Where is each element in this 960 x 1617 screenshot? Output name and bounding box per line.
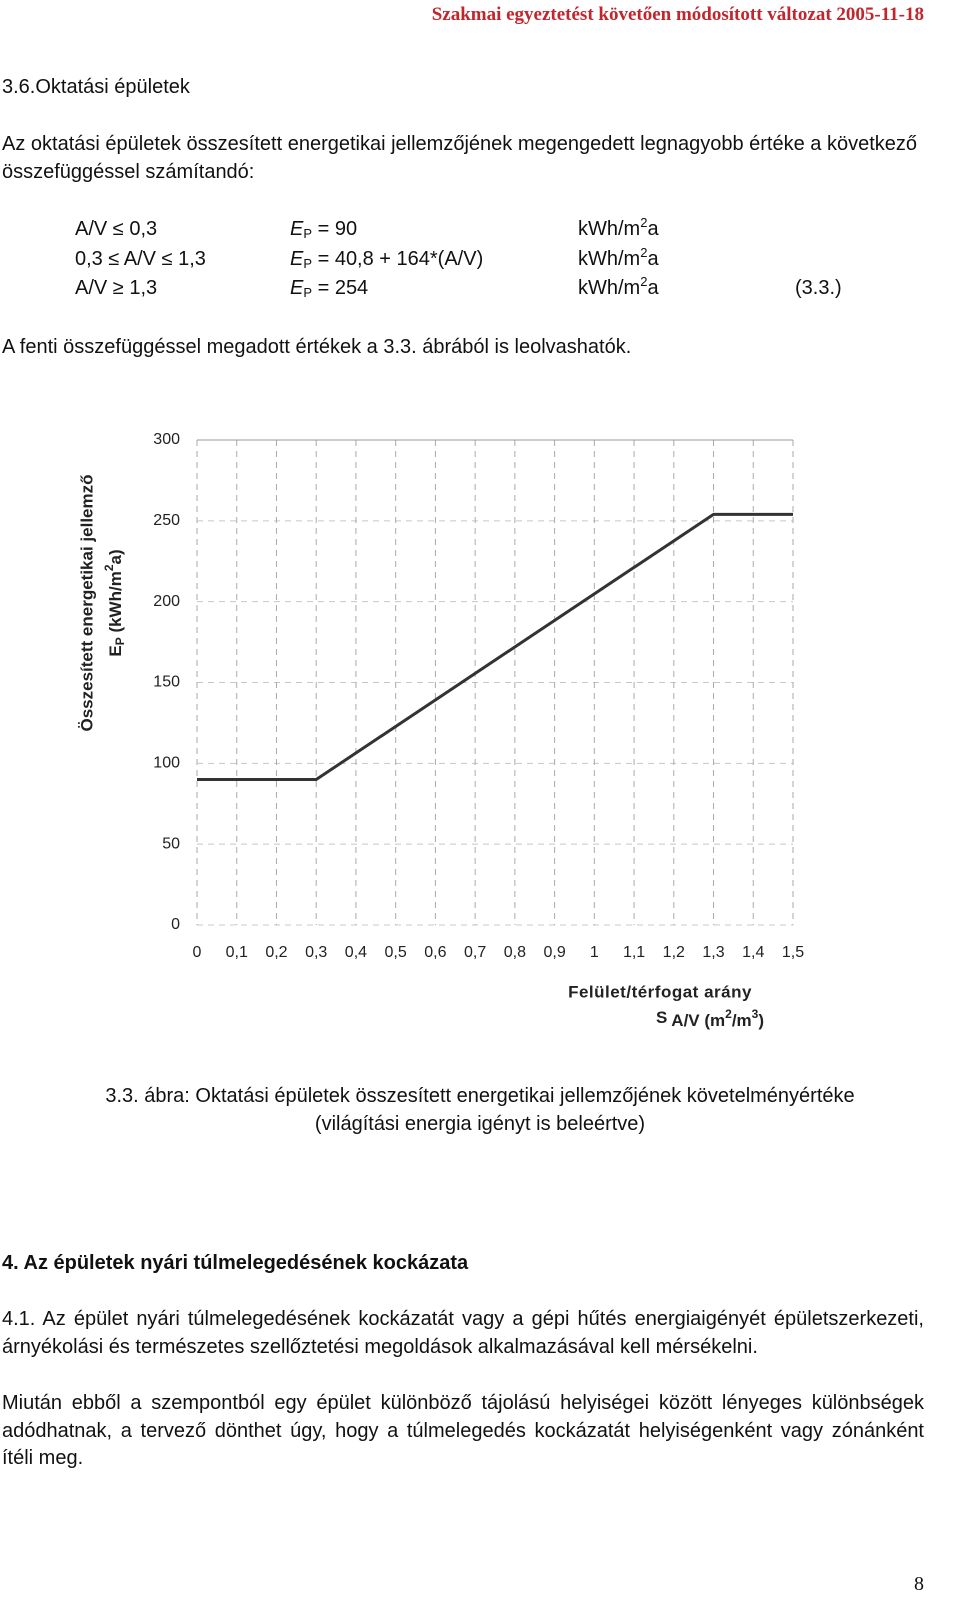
exp: 3 bbox=[752, 1007, 759, 1021]
y-tick-label: 150 bbox=[153, 674, 180, 691]
x-tick-label: 1,2 bbox=[663, 944, 685, 961]
x-tick-label: 0 bbox=[193, 944, 202, 961]
x-tick-label: 0,5 bbox=[385, 944, 407, 961]
rhs: = 40,8 + 164*(A/V) bbox=[317, 248, 484, 270]
unit: kWh/m2a bbox=[578, 274, 659, 300]
x-tick-label: 0,9 bbox=[543, 944, 565, 961]
unit-mid: /m bbox=[732, 1011, 752, 1030]
condition: A/V ≥ 1,3 bbox=[75, 277, 158, 299]
unit-tail: a) bbox=[106, 549, 125, 564]
x-tick-label: 1,4 bbox=[742, 944, 764, 961]
section-title: 3.6.Oktatási épületek bbox=[2, 76, 190, 98]
unit-tail: a bbox=[647, 248, 659, 270]
unit: A/V (m bbox=[671, 1011, 725, 1030]
formula-row: 0,3 ≤ A/V ≤ 1,3 EP = 40,8 + 164*(A/V) kW… bbox=[0, 245, 960, 276]
x-tick-label: 1,3 bbox=[702, 944, 724, 961]
data-line bbox=[197, 512, 793, 781]
y-tick-label: 50 bbox=[162, 835, 180, 852]
symbol: E bbox=[106, 645, 125, 656]
unit-base: kWh/m bbox=[578, 277, 641, 299]
unit-tail: ) bbox=[758, 1011, 764, 1030]
formula-row: A/V ≤ 0,3 EP = 90 kWh/m2a bbox=[0, 215, 960, 246]
subscript: P bbox=[303, 226, 313, 241]
x-tick-label: 1,1 bbox=[623, 944, 645, 961]
expression: EP = 254 bbox=[290, 277, 368, 300]
unit-base: kWh/m bbox=[578, 248, 641, 270]
x-tick-label: 0,7 bbox=[464, 944, 486, 961]
x-tick-label: 0,2 bbox=[265, 944, 287, 961]
subscript: P bbox=[303, 285, 313, 300]
page-number: 8 bbox=[914, 1573, 924, 1595]
x-tick-label: 0,3 bbox=[305, 944, 327, 961]
unit-exp: 2 bbox=[640, 245, 648, 260]
x-tick-label: 1 bbox=[590, 944, 599, 961]
symbol: E bbox=[290, 277, 304, 299]
exp: 2 bbox=[725, 1007, 732, 1021]
y-tick-label: 100 bbox=[153, 755, 180, 772]
formula-row: A/V ≥ 1,3 EP = 254 kWh/m2a (3.3.) bbox=[0, 274, 960, 305]
figure-caption: 3.3. ábra: Oktatási épületek összesített… bbox=[0, 1082, 960, 1138]
subscript: P bbox=[303, 256, 313, 271]
unit: kWh/m2a bbox=[578, 245, 659, 271]
unit-exp: 2 bbox=[640, 274, 648, 289]
header-note: Szakmai egyeztetést követően módosított … bbox=[431, 4, 924, 25]
paragraph: 4.1. Az épület nyári túlmelegedésének ko… bbox=[2, 1308, 924, 1358]
condition: 0,3 ≤ A/V ≤ 1,3 bbox=[75, 248, 206, 270]
y-axis-label: Összesített energetikai jellemző bbox=[77, 475, 96, 732]
caption-line: 3.3. ábra: Oktatási épületek összesített… bbox=[105, 1085, 855, 1107]
chart: Összesített energetikai jellemző EP (kWh… bbox=[77, 431, 804, 1030]
unit-tail: a bbox=[647, 277, 659, 299]
expression: EP = 40,8 + 164*(A/V) bbox=[290, 248, 483, 271]
symbol: E bbox=[290, 248, 304, 270]
equation-number: (3.3.) bbox=[795, 277, 842, 299]
x-tick-label: 1,5 bbox=[782, 944, 804, 961]
y-tick-label: 200 bbox=[153, 593, 180, 610]
intro: Az oktatási épületek összesített energet… bbox=[2, 133, 917, 183]
y-tick-label: 250 bbox=[153, 512, 180, 529]
x-axis-label: Felület/térfogat arány bbox=[568, 982, 752, 1001]
y-tick-label: 300 bbox=[153, 431, 180, 448]
unit-base: kWh/m bbox=[578, 218, 641, 240]
condition: A/V ≤ 0,3 bbox=[75, 218, 158, 240]
subscript: P bbox=[113, 637, 127, 645]
x-tick-label: 0,1 bbox=[226, 944, 248, 961]
paragraph: Miután ebből a szempontból egy épület kü… bbox=[2, 1392, 924, 1469]
rhs: = 254 bbox=[317, 277, 369, 299]
section-heading: 4. Az épületek nyári túlmelegedésének ko… bbox=[2, 1252, 469, 1274]
symbol: E bbox=[290, 218, 304, 240]
symbol: S bbox=[656, 1008, 667, 1027]
rhs: = 90 bbox=[317, 218, 358, 240]
unit: (kWh/m bbox=[106, 571, 125, 637]
expression: EP = 90 bbox=[290, 218, 357, 241]
y-axis-label: EP (kWh/m2a) bbox=[102, 549, 127, 656]
x-tick-label: 0,6 bbox=[424, 944, 446, 961]
reference: A fenti összefüggéssel megadott értékek … bbox=[2, 336, 632, 358]
x-axis-label: S A/V (m2/m3) bbox=[656, 1007, 764, 1030]
unit: kWh/m2a bbox=[578, 215, 659, 241]
x-tick-label: 0,4 bbox=[345, 944, 367, 961]
unit-exp: 2 bbox=[640, 215, 648, 230]
unit-exp: 2 bbox=[102, 564, 116, 571]
unit-tail: a bbox=[647, 218, 659, 240]
x-tick-label: 0,8 bbox=[504, 944, 526, 961]
y-tick-label: 0 bbox=[171, 916, 180, 933]
caption-line: (világítási energia igényt is beleértve) bbox=[314, 1113, 646, 1135]
